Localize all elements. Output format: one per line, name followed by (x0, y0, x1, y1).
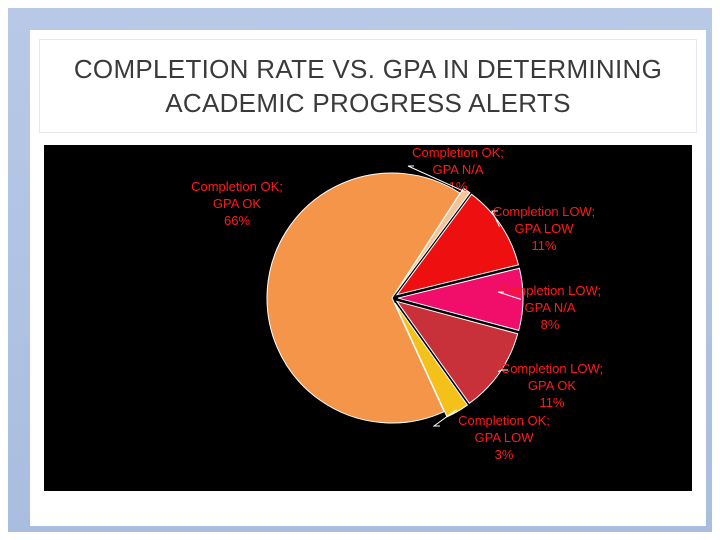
slide-frame: COMPLETION RATE VS. GPA IN DETERMINING A… (8, 8, 712, 532)
slice-label-line: GPA OK (528, 378, 576, 393)
leader-line (432, 409, 457, 427)
slice-label: Completion LOW; GPA LOW 11% (491, 204, 595, 253)
slice-label-line: GPA OK (213, 196, 261, 211)
slice-label-line: GPA LOW (475, 430, 535, 445)
leader-line (497, 291, 522, 300)
title-box: COMPLETION RATE VS. GPA IN DETERMINING A… (40, 40, 696, 132)
slice-label-text: Completion OK; GPA OK 66% (191, 179, 283, 228)
slide: COMPLETION RATE VS. GPA IN DETERMINING A… (30, 30, 706, 526)
pie-slice (395, 187, 471, 294)
slice-label-line: Completion OK; (458, 413, 550, 428)
slice-label: Completion OK; GPA N/A 1% (407, 145, 504, 194)
slice-label-line: 11% (531, 238, 556, 253)
slice-label-text: Completion OK; GPA LOW 3% (458, 413, 550, 462)
pie-chart: Completion OK; GPA N/A 1% Completion LOW; GP… (44, 145, 692, 491)
slice-label-line: 11% (539, 395, 564, 410)
slice-label-line: GPA N/A (432, 162, 483, 177)
slice-label: Completion LOW; GPA N/A 8% (497, 283, 601, 332)
slice-label: Completion OK; GPA LOW 3% (432, 409, 550, 462)
slide-title: COMPLETION RATE VS. GPA IN DETERMINING A… (73, 54, 663, 118)
slice-label-text: Completion LOW; GPA OK 11% (501, 361, 603, 410)
pie-chart-svg: Completion OK; GPA N/A 1%Completion LOW; GP… (191, 145, 603, 462)
slice-label-line: Completion LOW; (501, 361, 603, 376)
leader-line (407, 165, 466, 193)
pie-slice (266, 172, 461, 424)
slice-label-line: 8% (541, 317, 560, 332)
pie-slice (397, 267, 524, 332)
slice-label: Completion OK; GPA OK 66% (191, 179, 283, 228)
slice-label-line: 3% (495, 447, 514, 462)
slice-label: Completion LOW; GPA OK 11% (497, 361, 603, 410)
leader-line (497, 369, 508, 373)
pie-slice (395, 300, 519, 405)
slice-label-line: 66% (224, 213, 250, 228)
slice-label-text: Completion LOW; GPA N/A 8% (499, 283, 601, 332)
slice-label-line: Completion OK; (191, 179, 283, 194)
slice-label-line: GPA N/A (524, 300, 575, 315)
slice-label-text: Completion LOW; GPA LOW 11% (493, 204, 595, 253)
leader-line (491, 210, 500, 227)
slice-label-line: Completion LOW; (499, 283, 601, 298)
slice-label-line: Completion LOW; (493, 204, 595, 219)
slice-label-line: Completion OK; (412, 145, 504, 160)
slice-label-line: GPA LOW (515, 221, 575, 236)
pie-slice (395, 193, 519, 296)
slice-label-text: Completion OK; GPA N/A 1% (412, 145, 504, 194)
